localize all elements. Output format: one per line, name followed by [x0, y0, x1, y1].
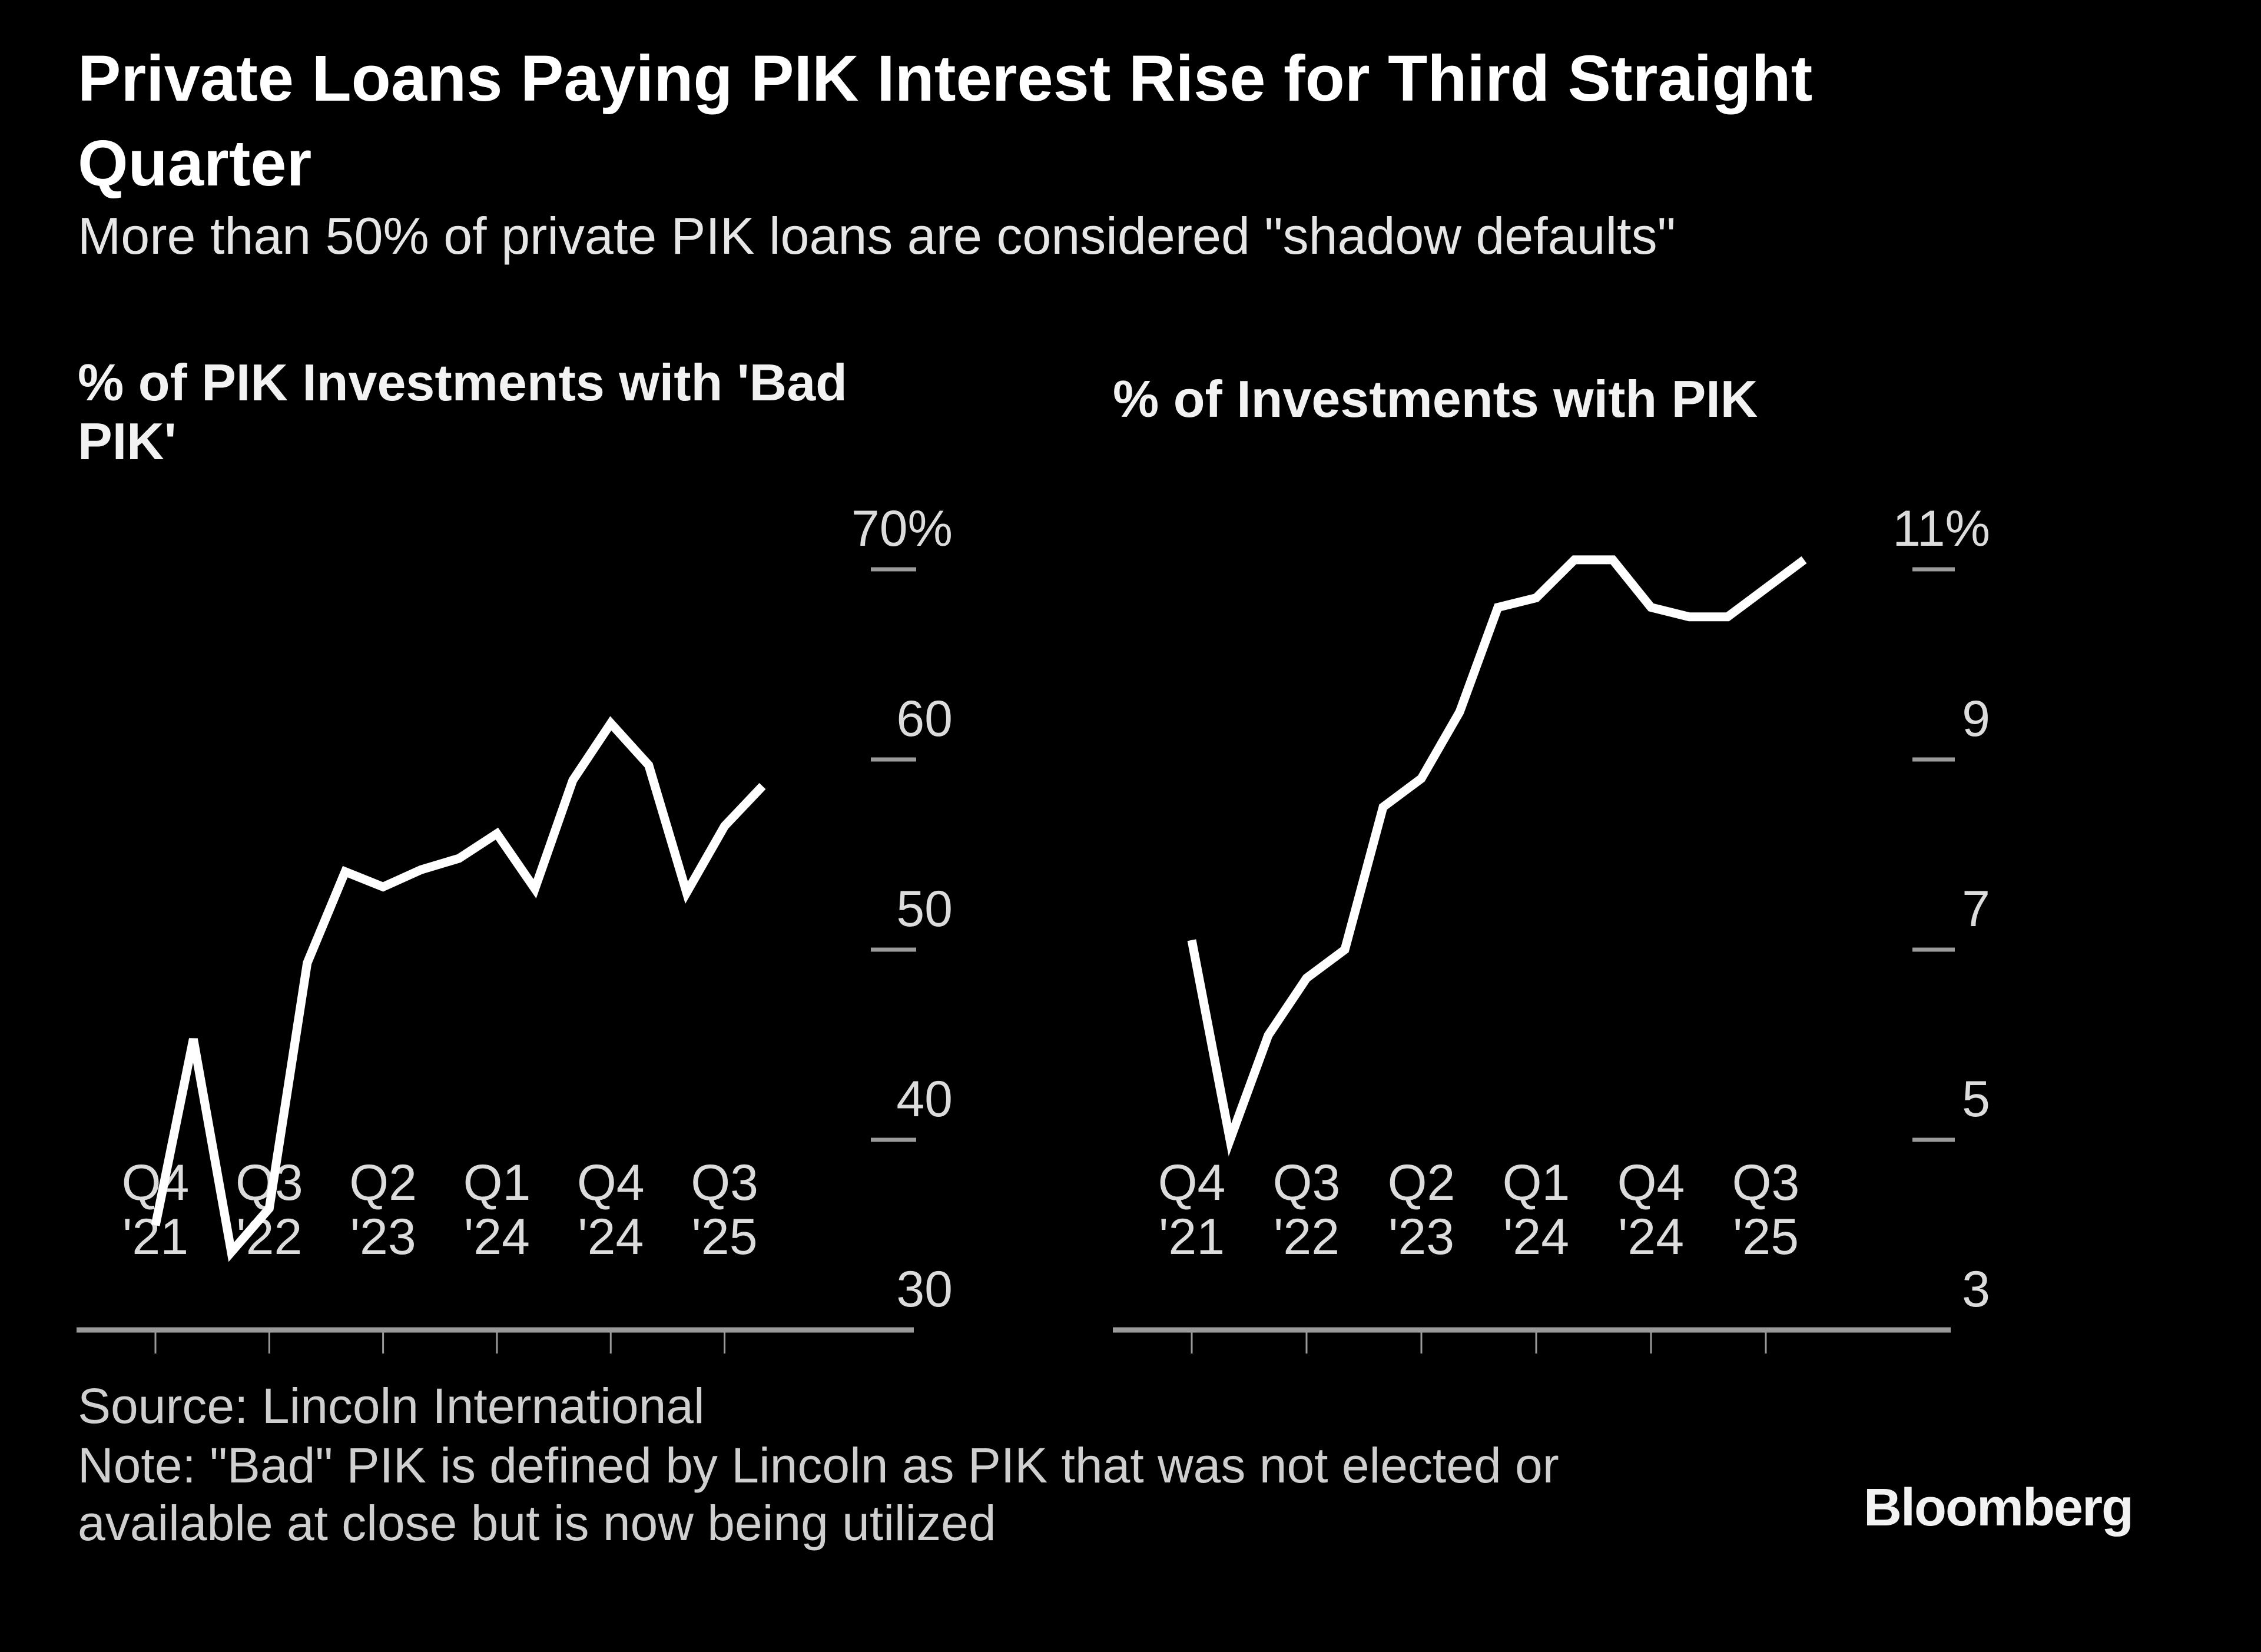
x-tick-label-year: '24: [464, 1209, 530, 1265]
x-tick-label-quarter: Q4: [1617, 1155, 1685, 1211]
y-tick-label: 50: [896, 881, 953, 937]
left-panel-title: % of PIK Investments with 'Bad PIK': [78, 353, 847, 470]
y-tick-label: 5: [1962, 1071, 1990, 1127]
x-tick-label-quarter: Q2: [1388, 1155, 1456, 1211]
x-tick-label-year: '24: [1503, 1209, 1569, 1265]
x-tick-label-quarter: Q3: [1732, 1155, 1800, 1211]
x-tick-label-year: '22: [1274, 1209, 1340, 1265]
left-chart: 70%60504030Q4'21Q3'22Q2'23Q1'24Q4'24Q3'2…: [77, 500, 953, 1354]
x-tick-label-quarter: Q2: [349, 1155, 417, 1211]
chart-subtitle: More than 50% of private PIK loans are c…: [78, 207, 1676, 265]
x-tick-label-year: '24: [578, 1209, 644, 1265]
x-tick-label-quarter: Q3: [1273, 1155, 1341, 1211]
x-tick-label-year: '24: [1618, 1209, 1684, 1265]
source-note: Source: Lincoln International: [78, 1378, 705, 1434]
y-tick-label: 60: [896, 691, 953, 747]
x-tick-label-quarter: Q4: [577, 1155, 645, 1211]
x-tick-label-year: '21: [1159, 1209, 1225, 1265]
series-line: [1187, 555, 1807, 1157]
right-panel-title: % of Investments with PIK: [1113, 370, 1758, 428]
x-tick-label-quarter: Q4: [1158, 1155, 1226, 1211]
y-tick-label: 70%: [851, 500, 953, 557]
y-tick-label: 30: [896, 1261, 953, 1318]
y-tick-label: 11%: [1892, 500, 1990, 557]
y-tick-label: 7: [1962, 881, 1990, 937]
x-tick-label-quarter: Q4: [122, 1155, 190, 1211]
y-tick-label: 9: [1962, 691, 1990, 747]
x-tick-label-year: '23: [1388, 1209, 1454, 1265]
y-tick-label: 3: [1962, 1261, 1990, 1318]
bloomberg-logo: Bloomberg: [1864, 1478, 2134, 1537]
x-tick-label-quarter: Q3: [691, 1155, 758, 1211]
x-tick-label-year: '25: [1733, 1209, 1799, 1265]
x-tick-label-quarter: Q1: [463, 1155, 531, 1211]
x-tick-label-year: '23: [350, 1209, 416, 1265]
chart-title: Private Loans Paying PIK Interest Rise f…: [78, 42, 1813, 200]
x-tick-label-quarter: Q1: [1503, 1155, 1570, 1211]
x-tick-label-year: '25: [692, 1209, 758, 1265]
y-tick-label: 40: [896, 1071, 953, 1127]
definition-note: Note: "Bad" PIK is defined by Lincoln as…: [78, 1438, 1559, 1551]
